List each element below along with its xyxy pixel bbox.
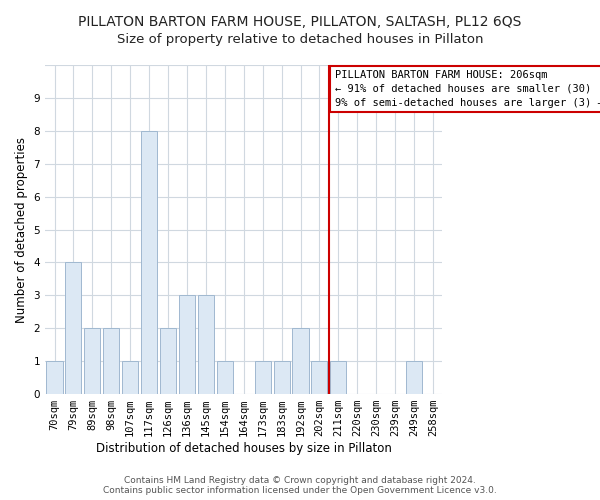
- Bar: [274, 361, 290, 394]
- Y-axis label: Number of detached properties: Number of detached properties: [15, 136, 28, 322]
- Text: Contains HM Land Registry data © Crown copyright and database right 2024.
Contai: Contains HM Land Registry data © Crown c…: [103, 476, 497, 495]
- Bar: [65, 262, 82, 394]
- Bar: [311, 361, 328, 394]
- Bar: [292, 328, 308, 394]
- Bar: [160, 328, 176, 394]
- Bar: [103, 328, 119, 394]
- Bar: [122, 361, 138, 394]
- Bar: [406, 361, 422, 394]
- Bar: [85, 328, 100, 394]
- Bar: [141, 131, 157, 394]
- Bar: [198, 296, 214, 394]
- Bar: [331, 361, 346, 394]
- X-axis label: Distribution of detached houses by size in Pillaton: Distribution of detached houses by size …: [96, 442, 392, 455]
- Bar: [46, 361, 62, 394]
- Text: Size of property relative to detached houses in Pillaton: Size of property relative to detached ho…: [117, 32, 483, 46]
- Bar: [179, 296, 195, 394]
- Bar: [254, 361, 271, 394]
- Bar: [217, 361, 233, 394]
- Text: PILLATON BARTON FARM HOUSE, PILLATON, SALTASH, PL12 6QS: PILLATON BARTON FARM HOUSE, PILLATON, SA…: [79, 15, 521, 29]
- Text: PILLATON BARTON FARM HOUSE: 206sqm
← 91% of detached houses are smaller (30)
9% : PILLATON BARTON FARM HOUSE: 206sqm ← 91%…: [335, 70, 600, 108]
